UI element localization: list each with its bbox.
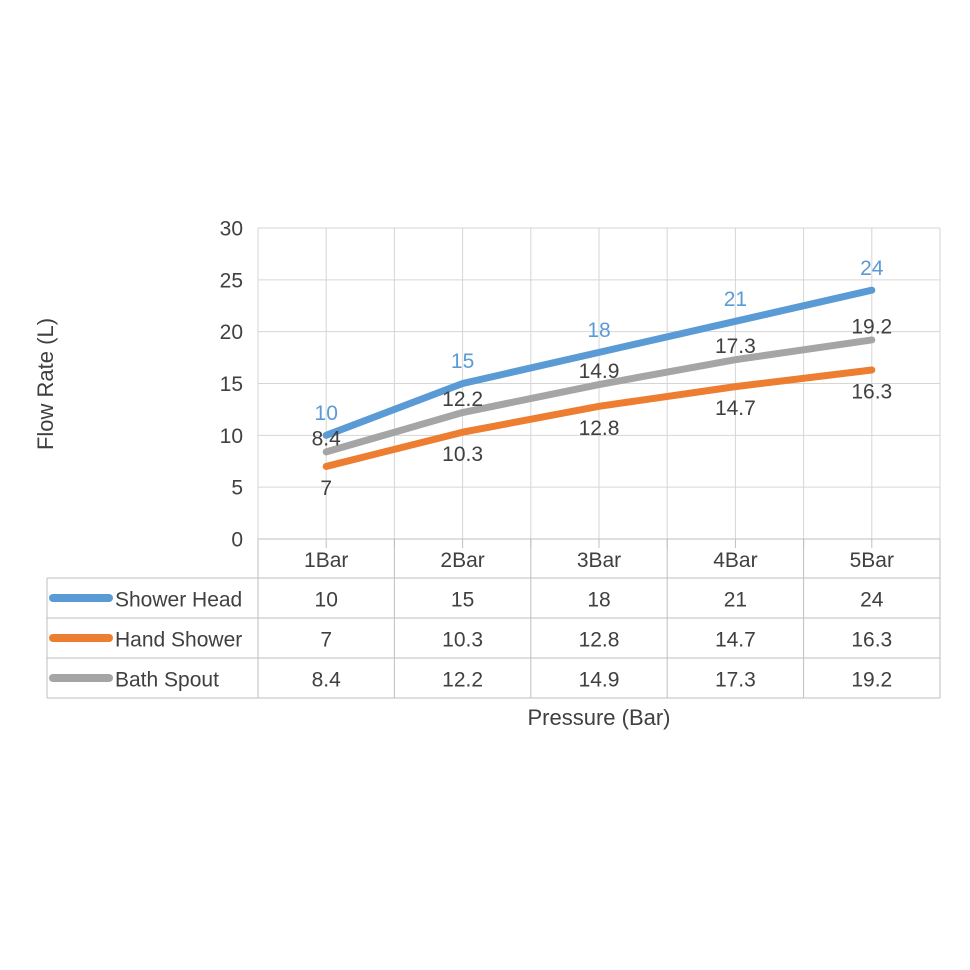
data-label-shower-head: 21 (724, 288, 747, 311)
table-cell-value: 7 (320, 629, 332, 652)
y-tick-label: 20 (220, 321, 243, 344)
table-cell-value: 12.2 (442, 669, 483, 692)
data-labels: 10 15 18 21 24 7 10.3 12.8 14.7 16.3 8.4 12.2 14.9 17… (312, 257, 893, 500)
data-table: 1Bar 2Bar 3Bar 4Bar 5Bar Shower Head 10 15 18 21 2… (46, 539, 941, 699)
table-cell-value: 21 (724, 589, 747, 612)
table-cell-value: 18 (587, 589, 610, 612)
x-axis-title: Pressure (Bar) (527, 705, 670, 730)
legend-label: Hand Shower (115, 629, 242, 652)
y-tick-label: 10 (220, 425, 243, 448)
table-cell-value: 10 (315, 589, 338, 612)
data-label-bath-spout: 12.2 (442, 388, 483, 411)
gridlines (257, 227, 941, 540)
table-cell-value: 24 (860, 589, 884, 612)
x-category-label: 2Bar (440, 549, 484, 572)
data-label-shower-head: 15 (451, 350, 474, 373)
y-tick-label: 25 (220, 269, 243, 292)
series-line-shower-head (322, 286, 876, 439)
series-line-bath-spout (322, 336, 876, 456)
y-axis-title: Flow Rate (L) (33, 318, 58, 450)
legend-label: Bath Spout (115, 669, 219, 692)
x-category-label: 4Bar (713, 549, 757, 572)
data-label-hand-shower: 16.3 (851, 381, 892, 404)
data-label-hand-shower: 14.7 (715, 397, 756, 420)
data-label-bath-spout: 19.2 (851, 316, 892, 339)
data-label-bath-spout: 8.4 (312, 427, 342, 450)
table-cell-value: 14.9 (579, 669, 620, 692)
table-cell-value: 17.3 (715, 669, 756, 692)
y-tick-label: 15 (220, 373, 243, 396)
legend-label: Shower Head (115, 589, 242, 612)
x-category-label: 1Bar (304, 549, 348, 572)
table-cell-value: 14.7 (715, 629, 756, 652)
x-category-label: 3Bar (577, 549, 621, 572)
series-line-hand-shower (322, 366, 876, 470)
y-tick-label: 0 (231, 529, 243, 552)
data-label-hand-shower: 10.3 (442, 443, 483, 466)
table-cell-value: 10.3 (442, 629, 483, 652)
table-cell-value: 16.3 (851, 629, 892, 652)
series-lines (322, 286, 876, 470)
table-cell-value: 12.8 (579, 629, 620, 652)
data-label-bath-spout: 17.3 (715, 335, 756, 358)
table-cell-value: 8.4 (312, 669, 342, 692)
data-label-hand-shower: 7 (320, 477, 332, 500)
y-tick-label: 30 (220, 218, 243, 241)
data-label-shower-head: 24 (860, 257, 884, 280)
y-axis-tick-labels: 0 5 10 15 20 25 30 (220, 218, 243, 552)
data-label-shower-head: 10 (315, 402, 338, 425)
table-cell-value: 19.2 (851, 669, 892, 692)
data-label-bath-spout: 14.9 (579, 360, 620, 383)
y-tick-label: 5 (231, 477, 243, 500)
x-category-label: 5Bar (850, 549, 894, 572)
data-label-hand-shower: 12.8 (579, 417, 620, 440)
x-axis-ticks (257, 539, 941, 548)
data-label-shower-head: 18 (587, 319, 610, 342)
table-cell-value: 15 (451, 589, 474, 612)
